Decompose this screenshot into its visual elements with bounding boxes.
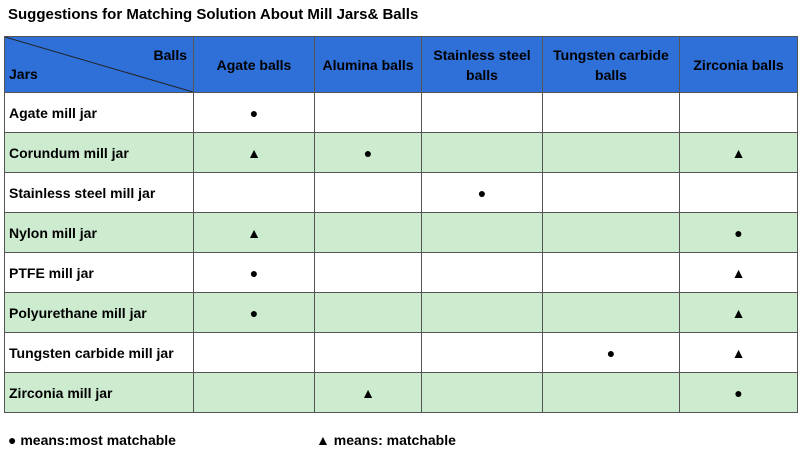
balls-axis-label: Balls — [153, 47, 187, 63]
table-row: Stainless steel mill jar ● — [4, 172, 798, 213]
match-cell — [421, 372, 543, 413]
table-row: Tungsten carbide mill jar ● ▲ — [4, 332, 798, 373]
column-header-stainless-steel-balls: Stainless steel balls — [421, 36, 543, 93]
match-cell — [679, 92, 798, 133]
jars-axis-label: Jars — [9, 66, 38, 82]
match-cell — [542, 372, 680, 413]
match-cell — [421, 252, 543, 293]
match-cell — [314, 172, 422, 213]
header-row: Balls Jars Agate balls Alumina balls Sta… — [4, 36, 798, 93]
match-cell — [314, 332, 422, 373]
legend-most-matchable: ● means:most matchable — [8, 432, 176, 448]
match-cell: ● — [679, 372, 798, 413]
table-row: Nylon mill jar ▲ ● — [4, 212, 798, 253]
jar-name-cell: Stainless steel mill jar — [4, 172, 194, 213]
matching-table: Balls Jars Agate balls Alumina balls Sta… — [4, 36, 798, 413]
jar-name-cell: Agate mill jar — [4, 92, 194, 133]
match-cell: ▲ — [679, 332, 798, 373]
match-cell: ● — [679, 212, 798, 253]
match-cell — [314, 252, 422, 293]
jar-name-cell: Polyurethane mill jar — [4, 292, 194, 333]
match-cell — [542, 132, 680, 173]
match-cell — [421, 212, 543, 253]
table-row: Zirconia mill jar ▲ ● — [4, 372, 798, 413]
match-cell — [314, 212, 422, 253]
match-cell — [421, 292, 543, 333]
corner-header-cell: Balls Jars — [4, 36, 194, 93]
match-cell — [193, 332, 315, 373]
match-cell: ▲ — [314, 372, 422, 413]
match-cell — [421, 332, 543, 373]
match-cell — [542, 252, 680, 293]
table-row: PTFE mill jar ● ▲ — [4, 252, 798, 293]
match-cell: ▲ — [193, 132, 315, 173]
match-cell — [542, 292, 680, 333]
match-cell: ● — [421, 172, 543, 213]
column-header-tungsten-carbide-balls: Tungsten carbide balls — [542, 36, 680, 93]
match-cell — [542, 172, 680, 213]
table-row: Agate mill jar ● — [4, 92, 798, 133]
match-cell: ▲ — [679, 292, 798, 333]
match-cell — [193, 172, 315, 213]
match-cell — [542, 212, 680, 253]
match-cell: ▲ — [679, 252, 798, 293]
column-header-alumina-balls: Alumina balls — [314, 36, 422, 93]
match-cell: ● — [193, 252, 315, 293]
jar-name-cell: Corundum mill jar — [4, 132, 194, 173]
match-cell: ● — [193, 292, 315, 333]
match-cell — [193, 372, 315, 413]
match-cell: ▲ — [679, 132, 798, 173]
match-cell: ● — [314, 132, 422, 173]
jar-name-cell: Zirconia mill jar — [4, 372, 194, 413]
match-cell: ● — [542, 332, 680, 373]
match-cell — [542, 92, 680, 133]
table-row: Corundum mill jar ▲ ● ▲ — [4, 132, 798, 173]
match-cell: ● — [193, 92, 315, 133]
match-cell — [421, 132, 543, 173]
legend-matchable: ▲ means: matchable — [316, 432, 456, 448]
match-cell — [679, 172, 798, 213]
page-title: Suggestions for Matching Solution About … — [8, 6, 419, 23]
table-row: Polyurethane mill jar ● ▲ — [4, 292, 798, 333]
jar-name-cell: Nylon mill jar — [4, 212, 194, 253]
match-cell: ▲ — [193, 212, 315, 253]
jar-name-cell: Tungsten carbide mill jar — [4, 332, 194, 373]
diagonal-divider — [5, 37, 193, 92]
jar-name-cell: PTFE mill jar — [4, 252, 194, 293]
match-cell — [421, 92, 543, 133]
match-cell — [314, 92, 422, 133]
column-header-agate-balls: Agate balls — [193, 36, 315, 93]
match-cell — [314, 292, 422, 333]
column-header-zirconia-balls: Zirconia balls — [679, 36, 798, 93]
